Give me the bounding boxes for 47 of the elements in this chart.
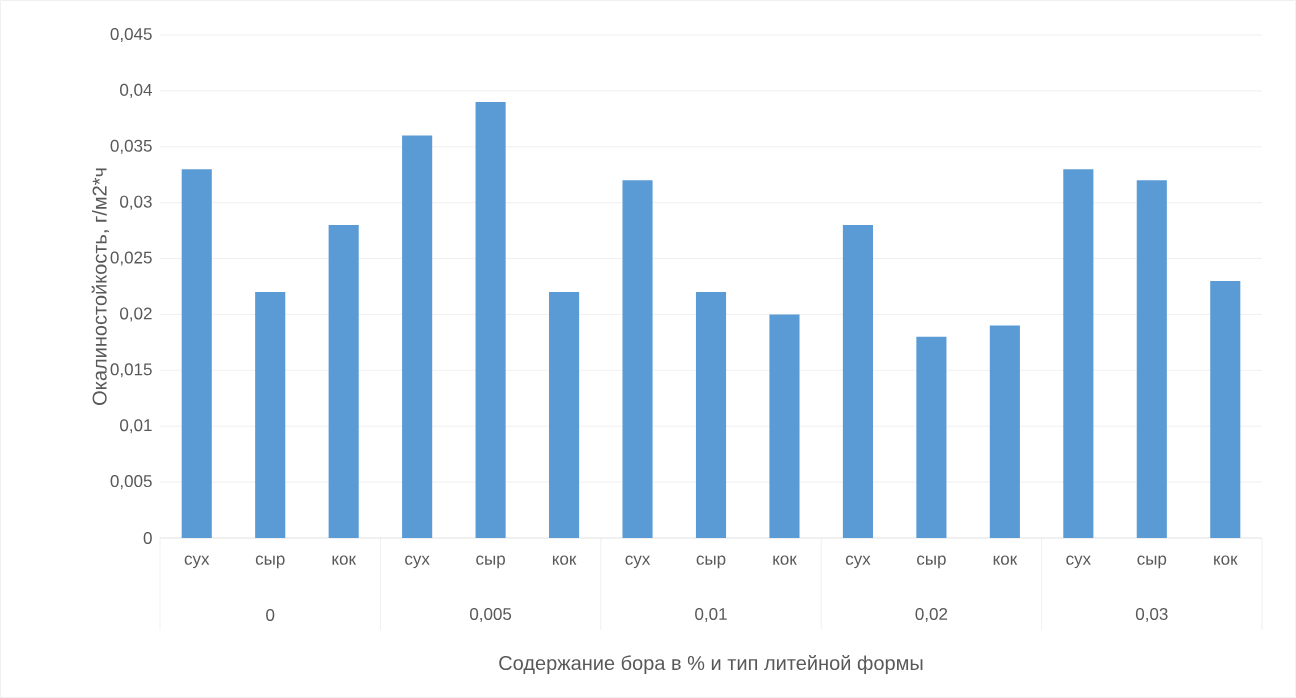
bar: [989, 325, 1020, 538]
bar: [622, 180, 653, 538]
x-tick-label: кок: [1214, 555, 1238, 565]
x-tick-label: сыр: [476, 555, 505, 569]
x-tick-label: сыр: [696, 555, 726, 569]
x-axis-title: Содержание бора в % и тип литейной формы: [499, 655, 923, 675]
bar: [769, 314, 800, 538]
bar: [328, 225, 359, 538]
x-tick-label: сух: [625, 555, 651, 569]
x-tick-label: кок: [993, 555, 1018, 565]
y-tick-label: 0,015: [110, 363, 152, 378]
y-tick-label: 0: [143, 531, 152, 545]
bar: [475, 102, 506, 538]
bar: [842, 225, 873, 538]
bar: [695, 292, 727, 538]
x-tick-label: сух: [845, 555, 871, 569]
text: 0,01: [695, 607, 727, 623]
x-tick-label: сыр: [255, 555, 285, 569]
x-tick-label: сыр: [1137, 555, 1167, 569]
y-tick-label: 0,005: [110, 475, 152, 490]
y-tick-label: 0,03: [120, 195, 152, 210]
bar: [549, 292, 580, 538]
text: 0: [266, 608, 275, 622]
x-tick-label: сух: [1066, 555, 1091, 569]
bar: [916, 336, 947, 538]
x-tick-label: сух: [405, 555, 430, 569]
x-tick-label: кок: [773, 555, 797, 565]
bar: [1136, 180, 1167, 538]
y-tick-label: 0,035: [110, 139, 152, 154]
bar: [181, 169, 212, 538]
y-tick-label: 0,02: [120, 307, 152, 322]
y-tick-label: 0,04: [120, 83, 152, 98]
y-tick-label: 0,045: [110, 27, 152, 43]
text: 0,02: [915, 607, 948, 623]
x-tick-label: кок: [552, 555, 577, 565]
y-tick-label: 0,025: [110, 251, 152, 266]
bar: [255, 292, 286, 538]
text: 0,03: [1135, 607, 1168, 623]
y-tick-label: 0,01: [120, 419, 152, 434]
bar: [402, 135, 433, 538]
bar: [1210, 280, 1241, 538]
x-tick-label: кок: [332, 555, 357, 565]
bar: [1063, 169, 1094, 538]
x-tick-label: сыр: [917, 555, 946, 569]
text: 0,005: [469, 607, 512, 623]
y-axis-title: Окалиностойкость, г/м2*ч: [91, 168, 110, 405]
x-tick-label: сух: [184, 555, 210, 569]
